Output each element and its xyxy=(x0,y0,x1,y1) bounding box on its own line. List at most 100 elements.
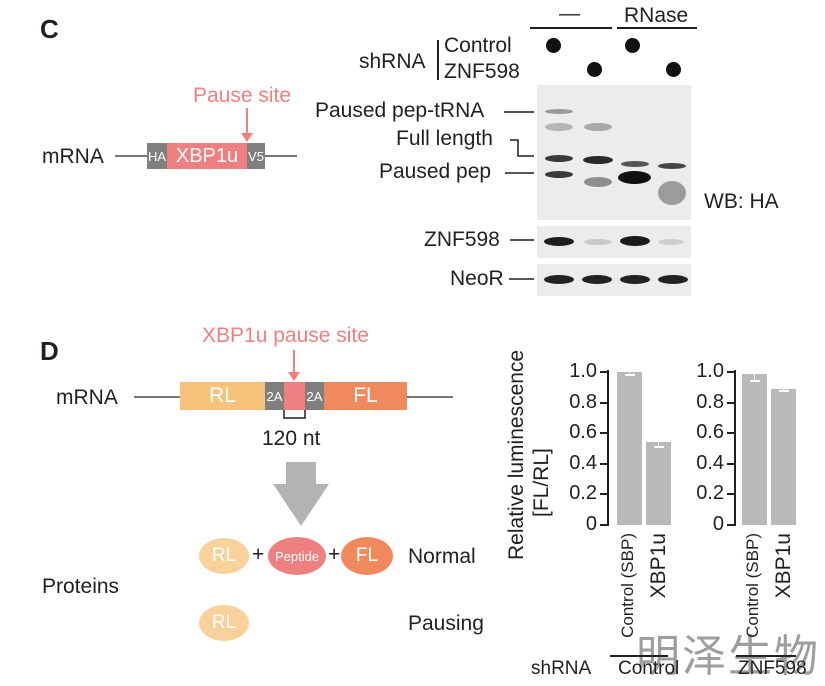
bar xyxy=(771,388,796,525)
y-tick-label: 0.8 xyxy=(569,390,597,413)
error-cap xyxy=(624,368,635,370)
y-tick xyxy=(727,524,734,526)
y-tick-label: 0.6 xyxy=(569,421,597,444)
y-tick xyxy=(600,493,607,496)
group-label: Control xyxy=(618,658,680,679)
y-tick-label: 1.0 xyxy=(696,360,724,382)
y-tick-label: 0 xyxy=(585,513,597,535)
bar xyxy=(617,372,642,525)
lane1-band-tRNA xyxy=(545,109,573,114)
construct-c-xbp1u-segment: XBP1u xyxy=(167,143,247,169)
protein-fl-normal: FL xyxy=(341,537,393,575)
lane4-band-full xyxy=(658,163,686,169)
y-tick-label: 0.2 xyxy=(696,482,724,505)
y-tick-label: 0.6 xyxy=(696,421,724,444)
wb-ha-blot xyxy=(537,85,691,220)
neor-blot xyxy=(537,264,691,296)
y-tick xyxy=(600,462,607,465)
construct-d-mrna-label: mRNA xyxy=(56,386,118,409)
watermark: 明泽生物 xyxy=(636,631,820,682)
error-cap xyxy=(653,437,664,439)
y-tick-label: 0.4 xyxy=(569,451,597,474)
shrna-axis-label: shRNA xyxy=(531,658,592,679)
construct-c-mrna-label: mRNA xyxy=(42,145,104,168)
y-tick xyxy=(727,432,734,435)
treatment-none-label: — xyxy=(559,2,580,25)
znf598-lane1 xyxy=(544,237,574,246)
construct-c-line-left xyxy=(115,155,147,157)
xbp1u-pause-site-label: XBP1u pause site xyxy=(202,324,369,347)
lane1-band-full xyxy=(545,155,573,162)
error-cap xyxy=(653,446,664,448)
neor-lane3 xyxy=(620,275,650,284)
band-label-full-length: Full length xyxy=(396,127,493,150)
group-line xyxy=(610,655,668,657)
chart-ylabel-line2: [FL/RL] xyxy=(530,448,553,517)
y-tick-label: 0.8 xyxy=(696,390,724,413)
category-label: Control (SBP) xyxy=(618,533,637,638)
lane2-band-full xyxy=(583,156,613,164)
y-tick-label: 0.4 xyxy=(696,451,724,474)
y-tick xyxy=(727,462,734,465)
error-cap xyxy=(749,380,760,382)
protein-peptide: Peptide xyxy=(268,537,326,575)
lane1-control-dot xyxy=(546,38,561,53)
panel-c-letter: C xyxy=(40,14,59,44)
shrna-row-znf598: ZNF598 xyxy=(444,60,520,83)
znf598-lane3 xyxy=(620,236,650,246)
error-bar xyxy=(782,386,785,392)
wb-ha-label: WB: HA xyxy=(704,190,779,213)
lane1-band-paused xyxy=(545,171,573,178)
y-tick xyxy=(600,524,607,526)
error-cap xyxy=(778,390,789,392)
panel-d-letter: D xyxy=(40,336,59,366)
error-cap xyxy=(778,385,789,388)
construct-d-line-left xyxy=(134,396,180,398)
treatment-line-rnase xyxy=(617,27,697,29)
lane2-znf598-dot xyxy=(587,62,602,77)
y-tick xyxy=(600,432,607,435)
construct-c-v5-segment: V5 xyxy=(247,143,265,169)
treatment-line-none xyxy=(530,27,612,29)
y-tick-label: 0.2 xyxy=(569,482,597,505)
proteins-label: Proteins xyxy=(42,575,120,598)
protein-rl-pausing: RL xyxy=(199,605,249,641)
construct-d-fl-segment: FL xyxy=(324,382,407,410)
error-bar xyxy=(753,365,756,382)
lane2-band-paused xyxy=(584,177,612,187)
group-label: ZNF598 xyxy=(738,658,807,679)
construct-d-2a-right: 2A xyxy=(305,382,324,410)
error-cap xyxy=(749,365,760,367)
plus-1: + xyxy=(252,543,265,566)
bar xyxy=(646,442,671,525)
y-tick xyxy=(727,401,734,404)
error-bar xyxy=(657,437,660,447)
y-axis-line xyxy=(607,370,609,526)
neor-lane1 xyxy=(544,275,574,284)
band-label-paused-trna: Paused pep-tRNA xyxy=(315,99,485,122)
pause-site-label: Pause site xyxy=(193,84,292,107)
y-tick xyxy=(727,493,734,496)
lane3-control-dot xyxy=(625,38,640,53)
y-tick xyxy=(727,371,734,373)
znf598-blot xyxy=(537,226,691,258)
protein-rl-normal: RL xyxy=(199,538,249,574)
length-label: 120 nt xyxy=(262,427,321,450)
lane3-band-full xyxy=(621,161,649,167)
construct-c-ha-segment: HA xyxy=(147,143,167,169)
group-line xyxy=(736,655,796,657)
lane4-band-smear xyxy=(658,181,686,205)
neor-lane2 xyxy=(582,275,612,284)
construct-d-rl-segment: RL xyxy=(180,382,265,410)
shrna-bracket xyxy=(437,40,439,80)
construct-d-line-right xyxy=(407,396,453,398)
outcome-pausing-label: Pausing xyxy=(408,612,484,635)
y-axis-line xyxy=(734,370,736,526)
y-tick xyxy=(600,371,607,373)
construct-c-line-right xyxy=(265,155,297,157)
y-tick-label: 0 xyxy=(712,513,724,535)
chart-ylabel-line1: Relative luminescence xyxy=(505,349,528,560)
lane4-znf598-dot xyxy=(666,62,681,77)
